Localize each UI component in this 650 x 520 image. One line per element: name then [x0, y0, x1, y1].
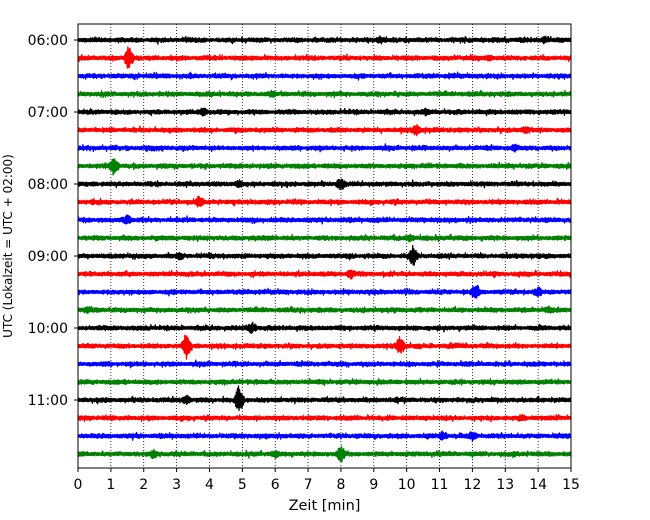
- trace-1130: [77, 430, 572, 442]
- x-tick-label: 4: [205, 477, 214, 493]
- trace-0700: [77, 107, 572, 117]
- trace-1015: [77, 334, 572, 360]
- trace-0715: [77, 123, 572, 137]
- x-tick-label: 10: [398, 477, 416, 493]
- trace-0915: [77, 269, 572, 280]
- plot-frame: [77, 23, 572, 469]
- x-tick-label: 15: [562, 477, 580, 493]
- trace-1145: [77, 445, 572, 463]
- x-tick-label: 14: [529, 477, 547, 493]
- trace-0645: [77, 89, 572, 99]
- trace-0830: [77, 214, 572, 225]
- x-axis-ticks: 0 1 2 3 4 5 6 7 8 9 10 11 12 13 14 15: [74, 468, 580, 493]
- trace-1100: [77, 385, 572, 412]
- x-tick-label: 8: [336, 477, 345, 493]
- x-tick-label: 1: [106, 477, 115, 493]
- y-axis-label: UTC (Lokalzeit = UTC + 02:00): [1, 154, 15, 338]
- trace-0845: [77, 233, 572, 243]
- x-tick-label: 13: [496, 477, 514, 493]
- y-tick-label: 06:00: [28, 33, 68, 49]
- trace-group: [77, 35, 572, 463]
- x-tick-label: 2: [139, 477, 148, 493]
- trace-0800: [77, 178, 572, 191]
- trace-0900: [77, 244, 572, 266]
- y-tick-label: 07:00: [28, 105, 68, 121]
- x-tick-label: 0: [74, 477, 83, 493]
- y-tick-label: 10:00: [28, 321, 68, 337]
- trace-0945: [77, 305, 572, 315]
- x-tick-label: 9: [369, 477, 378, 493]
- trace-0730: [77, 143, 572, 153]
- y-tick-label: 11:00: [28, 393, 68, 409]
- x-tick-label: 6: [271, 477, 280, 493]
- x-tick-label: 3: [172, 477, 181, 493]
- trace-0745: [77, 158, 572, 176]
- x-tick-label: 5: [238, 477, 247, 493]
- y-tick-label: 09:00: [28, 249, 68, 265]
- y-tick-label: 08:00: [28, 177, 68, 193]
- trace-0600: [77, 35, 572, 45]
- x-tick-label: 7: [304, 477, 313, 493]
- trace-0815: [77, 195, 572, 208]
- trace-0930: [77, 284, 572, 299]
- y-axis-ticks: 06:00 07:00 08:00 09:00 10:00 11:00: [28, 33, 78, 409]
- trace-1115: [77, 413, 572, 423]
- x-tick-label: 12: [463, 477, 481, 493]
- x-axis-label: Zeit [min]: [289, 498, 361, 514]
- x-tick-label: 11: [431, 477, 449, 493]
- trace-1045: [77, 377, 572, 387]
- trace-0630: [77, 71, 572, 81]
- trace-1000: [77, 321, 572, 334]
- trace-0615: [77, 46, 572, 69]
- trace-1030: [77, 359, 572, 369]
